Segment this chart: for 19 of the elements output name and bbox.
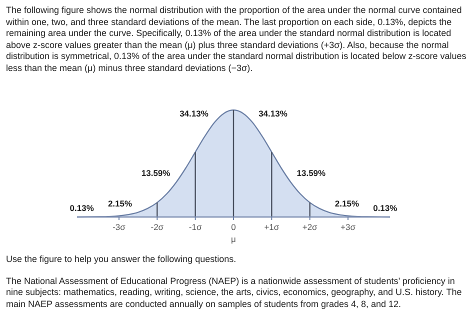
text: Use the figure to help you answer the following questions. [5, 254, 238, 266]
annotation: 0.13% [70, 202, 94, 213]
text: The National Assessment of Educational Progress (NAEP) is a nationwide assessment of students’ proficiency in nine subjects: mathematics, reading, writing, science, the arts, civics, economics, geography, and U.S. history. The main NAEP assessments are conducted annually on samples of students from grades 4, 8, and 12. [5, 276, 463, 310]
x-tick-label: 0 [231, 222, 236, 232]
annotation: 34.13% [258, 108, 288, 119]
x-tick-label: +1σ [264, 222, 280, 232]
x-axis-title: μ [231, 234, 236, 244]
annotation: 34.13% [180, 108, 209, 119]
x-tick-label: -1σ [188, 222, 202, 232]
annotation: 2.15% [334, 198, 360, 208]
annotation: 2.15% [108, 198, 133, 208]
chart-subtitle: The following figure shows the normal distribution with the proportion of the area under the normal curve contained within one, two, and three standard deviations of the mean. The last proportion on each side, 0.13%, depicts the remaining area under the curve. Specifically, 0.13% of the area under the standard normal distribution is located above z-score values greater than the mean (μ) plus three standard deviations (+3σ). Also, because the normal distribution is symmetrical, 0.13% of the area under the standard normal distribution is located below z-score values less than the mean (μ) minus three standard deviations (−3σ). [5, 4, 468, 74]
annotation: 0.13% [373, 202, 398, 213]
annotation: 13.59% [296, 168, 326, 178]
annotation: 13.59% [141, 168, 171, 178]
x-tick-label: +2σ [302, 222, 318, 232]
x-tick-label: -2σ [150, 222, 164, 232]
x-tick-label: +3σ [340, 222, 356, 232]
x-tick-label: -3σ [112, 222, 126, 232]
